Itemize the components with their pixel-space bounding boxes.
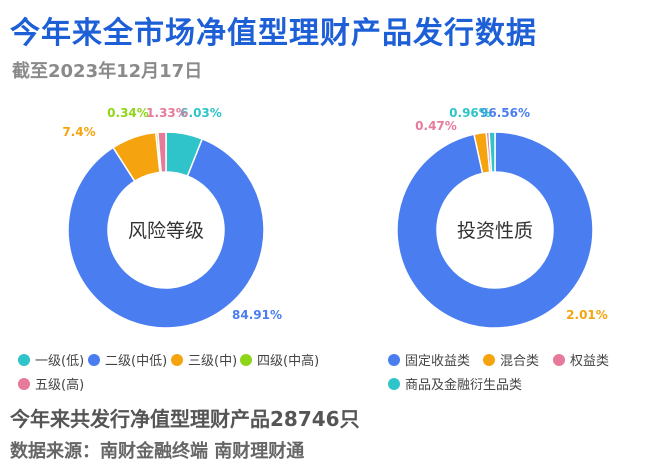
legend-item: 二级(中低)	[88, 350, 167, 369]
slice-value-label-0-4: 1.33%	[146, 106, 188, 120]
legend-item: 一级(低)	[18, 350, 84, 369]
legend-item: 四级(中高)	[240, 350, 319, 369]
donut-charts: 6.03% 84.91% 7.4% 0.34%1.33% 风险等级 96.56% 2.01…	[62, 106, 608, 329]
legend-label: 五级(高)	[35, 378, 85, 393]
donut-slice-0-1	[67, 137, 265, 329]
slice-value-label-1-3: 0.96%	[449, 106, 491, 120]
slice-value-label-0-3: 0.34%	[107, 106, 149, 120]
legend-dot-icon	[388, 377, 400, 390]
legend-label: 商品及金融衍生品类	[405, 378, 523, 393]
legend-label: 混合类	[500, 354, 540, 369]
legend-dot-icon	[240, 353, 252, 366]
legend-dot-icon	[483, 353, 495, 366]
investment-type-legend: 固定收益类 混合类 权益类商品及金融衍生品类	[388, 350, 658, 393]
legend-dot-icon	[88, 353, 100, 366]
slice-value-label-0-1: 84.91%	[232, 308, 282, 322]
donut-center-label: 投资性质	[457, 220, 533, 242]
date-subtitle: 截至2023年12月17日	[12, 61, 203, 82]
legend-label: 四级(中高)	[257, 354, 320, 369]
donut-slice-1-0	[396, 131, 594, 329]
risk-level-donut: 6.03% 84.91% 7.4% 0.34%1.33% 风险等级	[62, 106, 282, 329]
legend-item: 固定收益类	[388, 350, 470, 369]
legend-item: 混合类	[483, 350, 539, 369]
data-source-text: 数据来源：南财金融终端 南财理财通	[10, 441, 305, 462]
page-title: 今年来全市场净值型理财产品发行数据	[10, 16, 537, 51]
donut-center-label: 风险等级	[128, 220, 204, 242]
legend-dot-icon	[171, 353, 183, 366]
donut-slice-1-3	[488, 131, 496, 173]
donut-slice-0-4	[157, 131, 167, 174]
legend-item: 三级(中)	[171, 350, 237, 369]
legend-label: 权益类	[570, 354, 610, 369]
slice-value-label-0-0: 6.03%	[180, 106, 222, 120]
legend-dot-icon	[553, 353, 565, 366]
legend-item: 权益类	[553, 350, 609, 369]
legend-label: 固定收益类	[405, 354, 471, 369]
investment-type-donut: 96.56% 2.01% 0.47%0.96% 投资性质	[396, 106, 608, 329]
legend-label: 三级(中)	[188, 354, 238, 369]
slice-value-label-1-1: 2.01%	[566, 308, 608, 322]
risk-level-legend: 一级(低) 二级(中低) 三级(中) 四级(中高) 五级(高)	[18, 350, 328, 393]
legend-label: 一级(低)	[35, 354, 85, 369]
legend-item: 五级(高)	[18, 374, 84, 393]
legend-dot-icon	[18, 377, 30, 390]
total-issued-text: 今年来共发行净值型理财产品28746只	[10, 407, 360, 431]
slice-value-label-1-0: 96.56%	[480, 106, 530, 120]
slice-value-label-0-2: 7.4%	[62, 125, 95, 139]
slice-value-label-1-2: 0.47%	[415, 119, 457, 133]
legend-label: 二级(中低)	[105, 354, 168, 369]
legend-dot-icon	[388, 353, 400, 366]
legend-dot-icon	[18, 353, 30, 366]
legend-item: 商品及金融衍生品类	[388, 374, 522, 393]
